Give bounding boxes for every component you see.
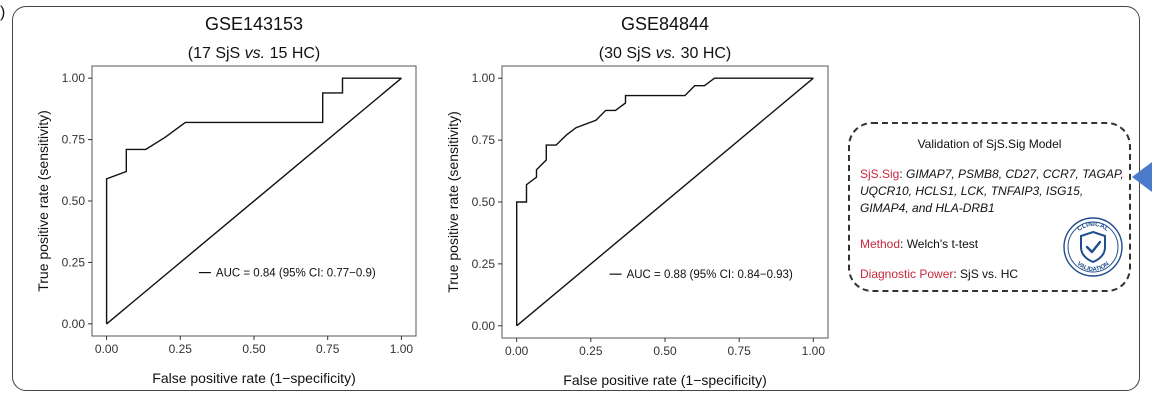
y-tick-label: 0.50 bbox=[62, 194, 86, 208]
subtitle-part: 30 HC) bbox=[676, 45, 731, 62]
x-tick-label: 1.00 bbox=[390, 342, 414, 356]
x-tick-label: 0.75 bbox=[316, 342, 340, 356]
x-tick-label: 0.50 bbox=[653, 344, 677, 358]
y-tick-label: 0.00 bbox=[472, 319, 496, 333]
x-tick-label: 1.00 bbox=[802, 344, 826, 358]
y-axis-label: True positive rate (sensitivity) bbox=[35, 110, 51, 292]
signature-gene-list: GIMAP7, PSMB8, CD27, CCR7, TAGAP, UQCR10… bbox=[860, 167, 1124, 215]
y-tick-label: 0.25 bbox=[62, 255, 86, 269]
signature-separator: : bbox=[899, 167, 907, 181]
reference-diagonal bbox=[106, 77, 402, 325]
y-tick-label: 0.00 bbox=[62, 317, 86, 331]
subtitle-part: 15 HC) bbox=[265, 45, 320, 62]
power-label: Diagnostic Power bbox=[860, 267, 954, 281]
x-tick-label: 0.75 bbox=[727, 344, 751, 358]
seal-top-text: CLINICAL bbox=[1076, 221, 1110, 233]
reference-diagonal bbox=[516, 77, 814, 327]
roc-chart-2: 0.00 0.25 0.50 0.75 1.00 0.00 0.25 0.50 0.75 1.00… bbox=[445, 14, 829, 388]
subtitle-part: (30 SjS bbox=[599, 45, 656, 62]
validation-callout: Validation of SjS.Sig Model SjS.Sig: GIM… bbox=[848, 122, 1131, 292]
y-tick-label: 0.25 bbox=[472, 257, 496, 271]
y-tick-label: 0.50 bbox=[472, 195, 496, 209]
subtitle-vs: vs. bbox=[656, 45, 676, 62]
subtitle-vs: vs. bbox=[245, 45, 265, 62]
power-value: : SjS vs. HC bbox=[953, 267, 1019, 281]
panel-letter: ) bbox=[0, 4, 6, 21]
y-tick-label: 0.75 bbox=[62, 133, 86, 147]
figure-frame bbox=[12, 6, 1140, 391]
subtitle-part: (17 SjS bbox=[188, 45, 245, 62]
y-axis-label: True positive rate (sensitivity) bbox=[445, 111, 461, 293]
x-tick-label: 0.25 bbox=[579, 344, 603, 358]
signature-genes: SjS.Sig: GIMAP7, PSMB8, CD27, CCR7, TAGA… bbox=[860, 166, 1125, 217]
x-axis-label: False positive rate (1−specificity) bbox=[563, 372, 766, 388]
x-tick-label: 0.50 bbox=[242, 342, 266, 356]
y-tick-label: 1.00 bbox=[472, 71, 496, 85]
callout-title: Validation of SjS.Sig Model bbox=[917, 137, 1062, 151]
x-tick-label: 0.00 bbox=[505, 344, 529, 358]
signature-label: SjS.Sig bbox=[860, 167, 900, 181]
power-line: Diagnostic Power: SjS vs. HC bbox=[860, 266, 1018, 283]
clinical-validation-seal-icon: CLINICAL VALIDATION bbox=[1063, 217, 1123, 277]
x-tick-label: 0.25 bbox=[169, 342, 193, 356]
roc-curve bbox=[516, 77, 814, 326]
method-value: : Welch's t-test bbox=[900, 237, 979, 251]
method-line: Method: Welch's t-test bbox=[860, 236, 978, 253]
chart-title: GSE84844 bbox=[621, 14, 709, 34]
pointer-arrow-icon bbox=[1132, 162, 1152, 192]
chart-subtitle: (17 SjS vs. 15 HC) bbox=[188, 45, 321, 62]
roc-curve bbox=[105, 77, 402, 324]
method-label: Method bbox=[860, 237, 901, 251]
auc-annotation: AUC = 0.84 (95% CI: 0.77−0.9) bbox=[216, 268, 376, 280]
x-tick-label: 0.00 bbox=[95, 342, 119, 356]
y-tick-label: 1.00 bbox=[62, 71, 86, 85]
y-tick-label: 0.75 bbox=[472, 133, 496, 147]
chart-title: GSE143153 bbox=[205, 14, 303, 34]
roc-chart-1: 0.00 0.25 0.50 0.75 1.00 0.00 0.25 0.50 0.75 1.00… bbox=[35, 14, 417, 386]
x-axis-label: False positive rate (1−specificity) bbox=[152, 370, 355, 386]
chart-subtitle: (30 SjS vs. 30 HC) bbox=[599, 45, 732, 62]
auc-annotation: AUC = 0.88 (95% CI: 0.84−0.93) bbox=[627, 269, 793, 281]
